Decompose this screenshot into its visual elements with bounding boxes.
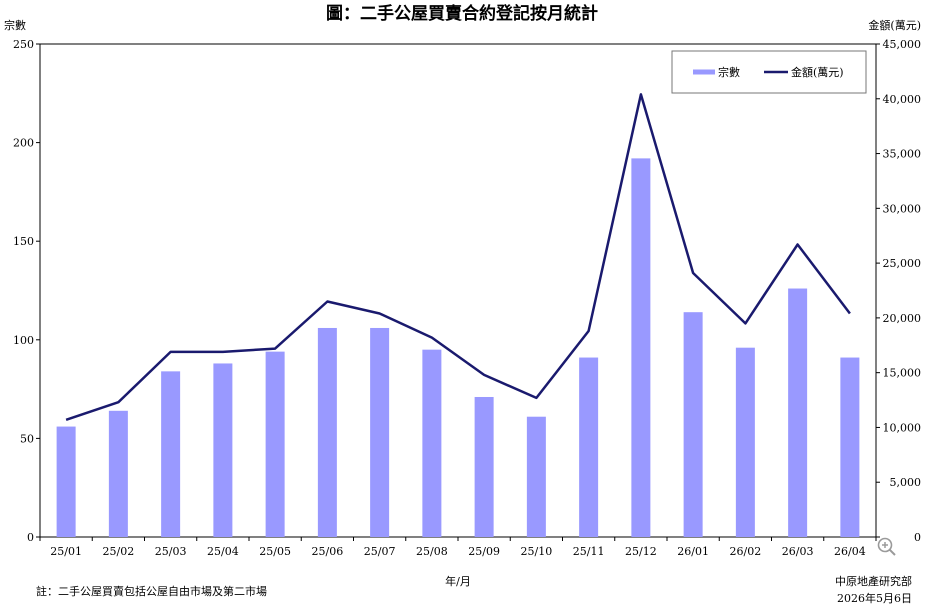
y2-tick-label: 5,000: [890, 476, 922, 489]
legend-label-line: 金額(萬元): [791, 65, 844, 79]
bar-25/01: [56, 426, 76, 537]
x-tick-label: 25/01: [50, 545, 82, 558]
legend-label-bars: 宗數: [718, 65, 740, 79]
bar-25/02: [108, 410, 128, 537]
bar-25/03: [161, 371, 181, 537]
bar-25/11: [579, 357, 599, 537]
bar-26/04: [840, 357, 860, 537]
y-tick-label: 0: [27, 531, 34, 544]
y2-tick-label: 10,000: [883, 421, 922, 434]
y2-tick-label: 15,000: [883, 367, 922, 380]
bar-25/05: [265, 351, 285, 537]
bar-25/12: [631, 158, 651, 537]
chart-title: 圖：二手公屋買賣合約登記按月統計: [326, 3, 598, 24]
y2-tick-label: 45,000: [883, 38, 922, 51]
x-tick-label: 26/03: [782, 545, 814, 558]
y-tick-label: 150: [13, 235, 34, 248]
y-tick-label: 100: [13, 334, 34, 347]
x-axis-title: 年/月: [445, 574, 471, 588]
bar-25/10: [526, 416, 546, 537]
y2-tick-label: 0: [914, 531, 921, 544]
bar-26/03: [788, 288, 808, 537]
bar-25/06: [317, 327, 337, 537]
bar-26/02: [735, 347, 755, 537]
y-tick-label: 50: [20, 432, 34, 445]
x-tick-label: 25/11: [573, 545, 605, 558]
bar-25/09: [474, 396, 494, 537]
x-tick-label: 25/02: [103, 545, 135, 558]
x-tick-label: 25/03: [155, 545, 187, 558]
bar-25/08: [422, 349, 442, 537]
x-tick-label: 25/12: [625, 545, 657, 558]
x-tick-label: 25/04: [207, 545, 239, 558]
y2-tick-label: 25,000: [883, 257, 922, 270]
y2-tick-label: 40,000: [883, 93, 922, 106]
x-tick-label: 25/09: [468, 545, 500, 558]
bar-25/04: [213, 363, 233, 537]
date-label: 2026年5月6日: [837, 591, 912, 605]
legend: 宗數 金額(萬元): [671, 50, 867, 94]
y2-axis-title: 金額(萬元): [868, 18, 921, 32]
y2-tick-label: 35,000: [883, 148, 922, 161]
x-tick-label: 25/05: [259, 545, 291, 558]
x-tick-label: 25/07: [364, 545, 396, 558]
bar-26/01: [683, 312, 703, 537]
x-tick-label: 26/04: [834, 545, 866, 558]
x-tick-label: 25/06: [312, 545, 344, 558]
y-axis-title: 宗數: [4, 18, 26, 32]
x-tick-label: 26/02: [730, 545, 762, 558]
y-tick-label: 250: [13, 38, 34, 51]
x-tick-label: 25/10: [521, 545, 553, 558]
y2-tick-label: 20,000: [883, 312, 922, 325]
x-tick-label: 26/01: [677, 545, 709, 558]
x-tick-label: 25/08: [416, 545, 448, 558]
y-tick-label: 200: [13, 137, 34, 150]
source-label: 中原地產研究部: [835, 574, 912, 588]
footnote: 註：二手公屋買賣包括公屋自由市場及第二市場: [36, 584, 267, 598]
y2-tick-label: 30,000: [883, 202, 922, 215]
zoom-in-icon[interactable]: [876, 536, 898, 558]
amount-line: [65, 93, 851, 421]
bar-25/07: [370, 327, 390, 537]
